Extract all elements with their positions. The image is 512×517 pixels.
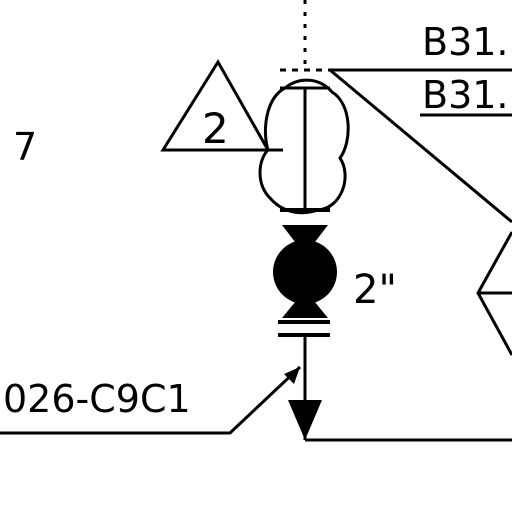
ball-valve-icon bbox=[273, 225, 337, 318]
flow-arrow-icon bbox=[288, 400, 322, 440]
ref-label-bottom: B31. bbox=[422, 73, 509, 117]
triangle-number-label: 2 bbox=[202, 104, 229, 153]
reference-diagonal bbox=[329, 68, 512, 224]
revision-triangle-icon: 2 bbox=[160, 59, 283, 153]
line-tag-leader bbox=[0, 365, 302, 435]
line-tag-label: 026-C9C1 bbox=[3, 377, 191, 421]
leader-arrowhead-icon bbox=[284, 367, 300, 384]
ref-label-top: B31. bbox=[422, 20, 509, 64]
pipe-size-label: 2" bbox=[353, 267, 397, 313]
left-number-label: 7 bbox=[13, 125, 37, 169]
